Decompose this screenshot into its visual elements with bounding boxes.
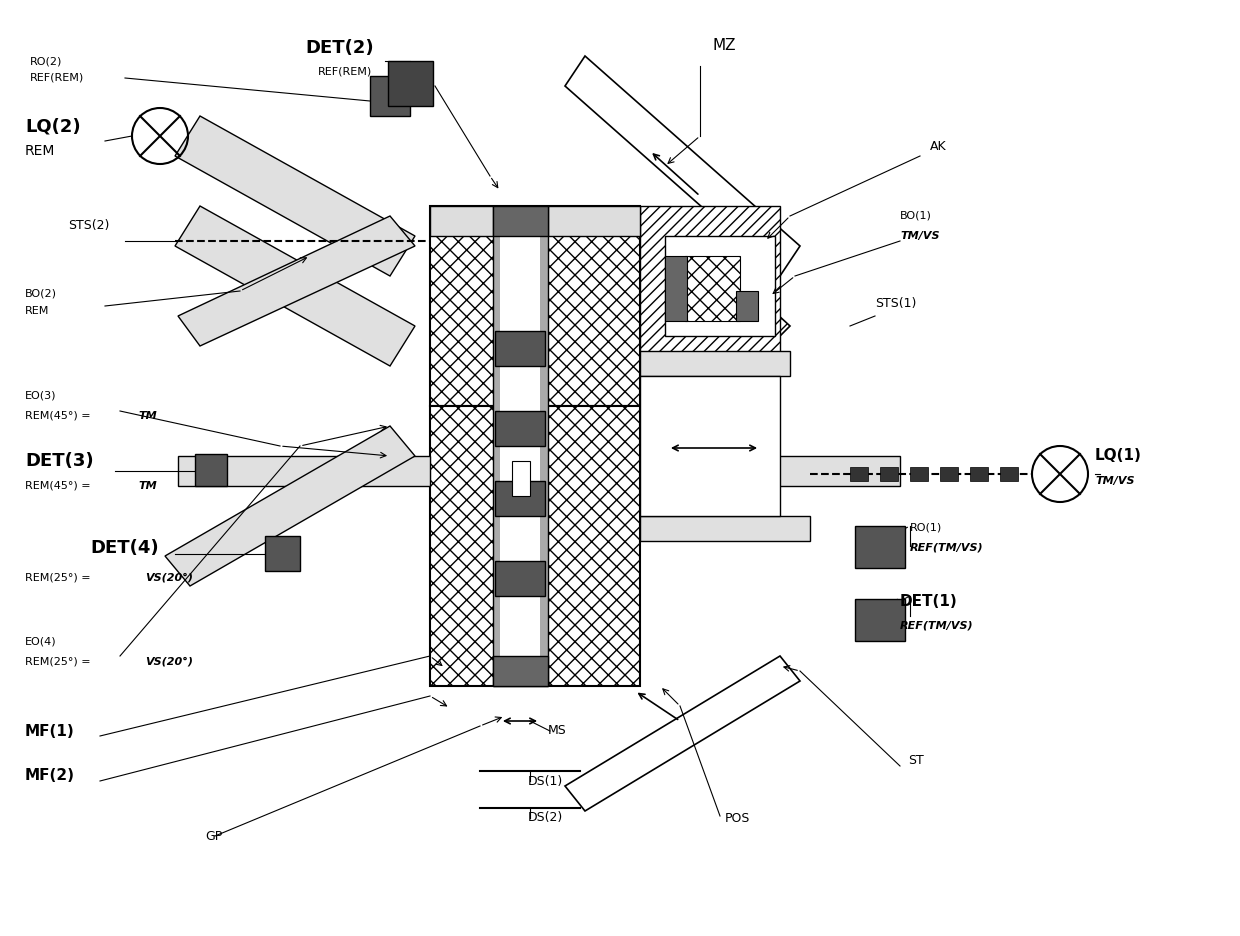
Text: DET(4): DET(4) xyxy=(91,539,159,557)
Bar xyxy=(640,206,780,356)
Text: VS(20°): VS(20°) xyxy=(145,656,193,666)
Text: TM: TM xyxy=(138,481,156,491)
Text: AK: AK xyxy=(930,139,946,153)
Text: EO(4): EO(4) xyxy=(25,636,57,646)
Bar xyxy=(856,599,905,641)
Bar xyxy=(970,467,988,481)
Bar xyxy=(388,61,433,106)
Polygon shape xyxy=(640,456,900,486)
Polygon shape xyxy=(640,516,810,541)
Text: TM/VS: TM/VS xyxy=(1095,476,1135,486)
Text: BO(2): BO(2) xyxy=(25,288,57,298)
Bar xyxy=(265,536,300,571)
Bar xyxy=(849,467,868,481)
Text: DS(2): DS(2) xyxy=(528,812,563,825)
Text: RO(2): RO(2) xyxy=(30,56,62,66)
Bar xyxy=(640,376,780,516)
Text: REM: REM xyxy=(25,144,56,158)
Text: LQ(2): LQ(2) xyxy=(25,117,81,135)
Bar xyxy=(880,467,898,481)
Text: LQ(1): LQ(1) xyxy=(1095,448,1142,463)
Bar xyxy=(940,467,959,481)
Polygon shape xyxy=(179,216,415,346)
Text: MS: MS xyxy=(548,724,567,738)
Polygon shape xyxy=(640,216,790,356)
Bar xyxy=(500,208,539,684)
Bar xyxy=(430,206,640,236)
Text: REM(25°) =: REM(25°) = xyxy=(25,656,94,666)
Polygon shape xyxy=(175,206,415,366)
Bar xyxy=(494,206,548,686)
Bar xyxy=(495,481,546,516)
Text: MF(1): MF(1) xyxy=(25,724,74,739)
Bar xyxy=(910,467,928,481)
Bar xyxy=(856,526,905,568)
Text: BO(1): BO(1) xyxy=(900,211,932,221)
Text: TM: TM xyxy=(138,411,156,421)
Bar xyxy=(512,461,529,496)
Text: REF(REM): REF(REM) xyxy=(317,66,372,76)
Bar xyxy=(684,256,740,321)
Text: ST: ST xyxy=(908,754,924,768)
Bar xyxy=(494,656,548,686)
Bar xyxy=(495,411,546,446)
Text: DS(1): DS(1) xyxy=(528,774,563,787)
Polygon shape xyxy=(179,456,430,486)
Bar xyxy=(999,467,1018,481)
Bar xyxy=(370,76,410,116)
Polygon shape xyxy=(640,351,790,376)
Text: REF(REM): REF(REM) xyxy=(30,73,84,83)
Text: STS(1): STS(1) xyxy=(875,298,916,311)
Bar xyxy=(665,256,687,321)
Text: REM: REM xyxy=(25,306,50,316)
Text: DET(3): DET(3) xyxy=(25,452,94,470)
Text: MZ: MZ xyxy=(712,38,735,53)
Bar xyxy=(430,206,640,406)
Text: EO(3): EO(3) xyxy=(25,391,57,401)
Text: STS(2): STS(2) xyxy=(68,220,109,232)
Text: REF(TM/VS): REF(TM/VS) xyxy=(910,543,983,553)
Text: POS: POS xyxy=(725,812,750,825)
Bar xyxy=(495,331,546,366)
Text: GP: GP xyxy=(205,829,222,842)
Text: VS(20°): VS(20°) xyxy=(145,573,193,583)
Bar xyxy=(665,236,775,336)
Bar xyxy=(430,406,640,686)
Text: REM(45°) =: REM(45°) = xyxy=(25,411,94,421)
Bar xyxy=(195,454,227,486)
Text: REF(TM/VS): REF(TM/VS) xyxy=(900,621,973,631)
Polygon shape xyxy=(165,426,415,586)
Polygon shape xyxy=(175,116,415,276)
Text: TM/VS: TM/VS xyxy=(900,231,940,241)
Text: DET(2): DET(2) xyxy=(305,39,373,57)
Bar xyxy=(737,291,758,321)
Text: RO(1): RO(1) xyxy=(910,523,942,533)
Text: DET(1): DET(1) xyxy=(900,593,957,608)
Text: REM(25°) =: REM(25°) = xyxy=(25,573,94,583)
Bar xyxy=(494,206,548,236)
Polygon shape xyxy=(565,656,800,811)
Bar xyxy=(495,561,546,596)
Text: REM(45°) =: REM(45°) = xyxy=(25,481,94,491)
Text: MF(2): MF(2) xyxy=(25,768,74,783)
Polygon shape xyxy=(565,56,800,276)
